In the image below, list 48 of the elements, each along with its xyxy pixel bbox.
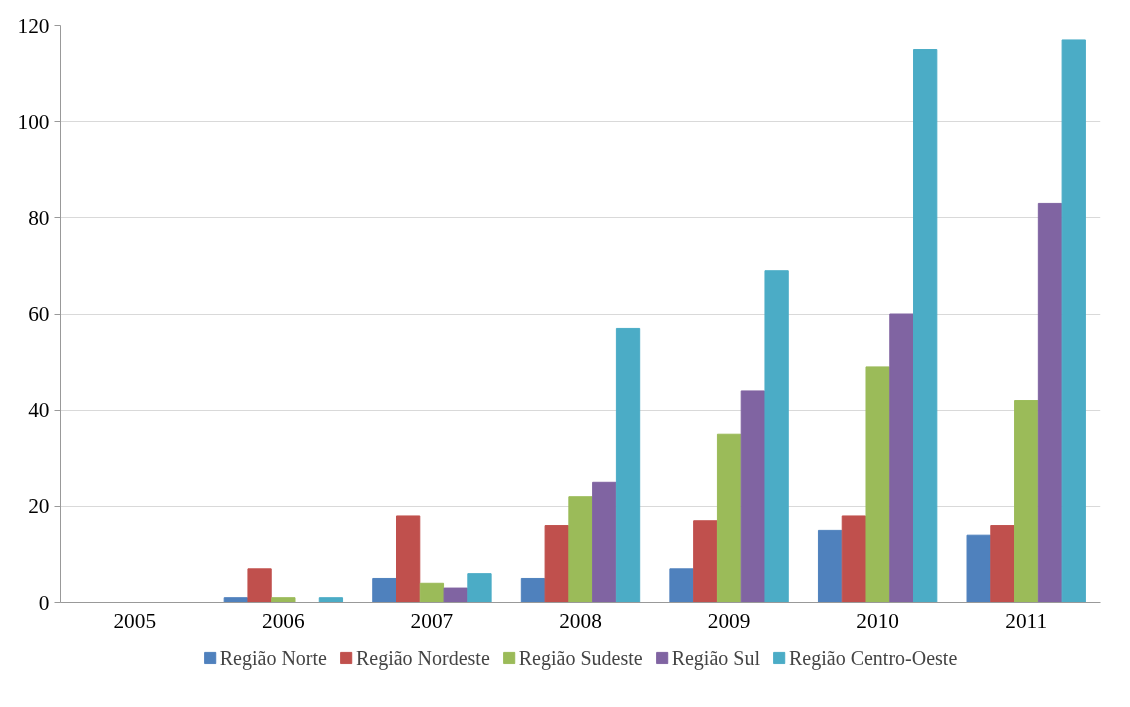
- bar: [520, 577, 546, 603]
- y-tick-label: 40: [28, 398, 50, 423]
- bar: [841, 515, 867, 603]
- legend-label: Região Nordeste: [355, 646, 490, 669]
- y-tick-label: 60: [28, 302, 50, 326]
- bar: [223, 597, 248, 603]
- bar: [966, 534, 991, 603]
- x-tick-label: 2010: [856, 608, 899, 633]
- x-tick-label: 2011: [1005, 608, 1048, 633]
- bar: [990, 525, 1015, 603]
- bar: [271, 597, 296, 603]
- x-tick-label: 2005: [113, 608, 157, 633]
- bar: [544, 525, 569, 603]
- bar: [247, 568, 272, 603]
- bar: [817, 529, 843, 603]
- bar: [615, 327, 641, 603]
- bar: [1014, 400, 1039, 603]
- bar: [1037, 202, 1063, 603]
- bar: [419, 582, 445, 603]
- bar: [865, 366, 890, 603]
- bar: [669, 568, 694, 603]
- bar: [372, 577, 397, 603]
- y-tick-label: 120: [17, 13, 50, 38]
- x-tick-label: 2006: [262, 608, 306, 633]
- legend-label: Região Sul: [671, 646, 760, 669]
- bar: [913, 49, 938, 603]
- x-tick-label: 2007: [410, 608, 454, 633]
- bar: [1061, 39, 1086, 603]
- y-tick-label: 20: [28, 494, 50, 519]
- bar: [889, 313, 914, 603]
- x-tick-label: 2008: [559, 608, 602, 633]
- y-tick-label: 0: [38, 590, 50, 615]
- bar: [592, 481, 617, 603]
- x-tick-label: 2009: [707, 608, 751, 633]
- bar: [318, 597, 344, 603]
- bar: [467, 573, 492, 603]
- y-tick-label: 80: [28, 205, 50, 230]
- bar: [396, 515, 421, 603]
- legend-label: Região Centro-Oeste: [788, 646, 958, 669]
- bar: [716, 433, 742, 603]
- y-tick-label: 100: [17, 109, 50, 134]
- bar: [740, 390, 765, 603]
- bar: [568, 496, 593, 603]
- bar: [443, 587, 468, 603]
- bar: [764, 270, 789, 603]
- bar: [693, 520, 718, 603]
- legend-label: Região Sudeste: [518, 646, 643, 669]
- legend-label: Região Norte: [219, 646, 327, 669]
